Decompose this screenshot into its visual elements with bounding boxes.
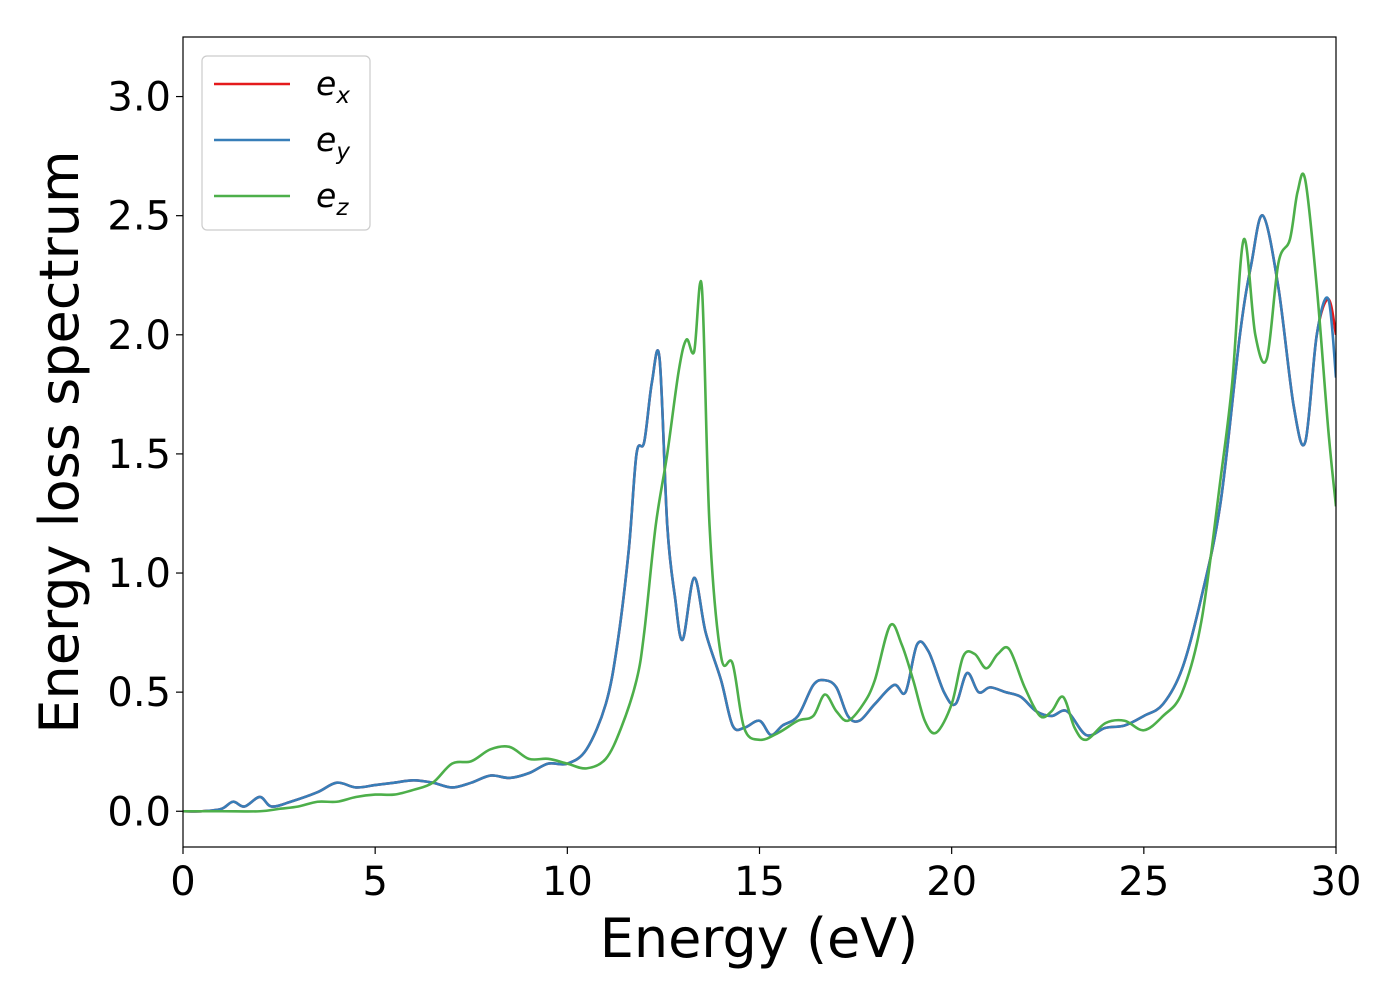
legend-label-subscript: y bbox=[335, 139, 350, 165]
y-tick-label: 1.0 bbox=[107, 551, 171, 597]
legend-label-subscript: z bbox=[335, 195, 349, 221]
x-tick-label: 20 bbox=[926, 859, 977, 905]
y-tick-label: 0.5 bbox=[107, 670, 171, 716]
y-tick-label: 2.5 bbox=[107, 194, 171, 240]
legend-label-y: ey bbox=[316, 120, 350, 165]
plot-area bbox=[183, 37, 1336, 847]
y-axis-label: Energy loss spectrum bbox=[28, 150, 91, 733]
y-axis-ticks: 0.0 0.5 1.0 1.5 2.0 2.5 3.0 bbox=[107, 75, 183, 835]
legend-label-base: e bbox=[316, 176, 336, 215]
legend-label-base: e bbox=[316, 120, 336, 159]
y-tick-label: 2.0 bbox=[107, 313, 171, 359]
y-tick-label: 3.0 bbox=[107, 75, 171, 121]
y-tick-label: 1.5 bbox=[107, 432, 171, 478]
legend-frame bbox=[201, 55, 371, 231]
legend-label-x: ex bbox=[316, 64, 350, 109]
legend-label-z: ez bbox=[316, 176, 349, 221]
x-tick-label: 25 bbox=[1118, 859, 1169, 905]
series-line-z bbox=[183, 172, 1336, 813]
legend-label-base: e bbox=[316, 64, 336, 103]
legend-label-subscript: x bbox=[335, 83, 350, 109]
y-tick-label: 0.0 bbox=[107, 789, 171, 835]
x-tick-label: 10 bbox=[542, 859, 593, 905]
x-tick-label: 15 bbox=[734, 859, 785, 905]
x-tick-label: 5 bbox=[362, 859, 387, 905]
x-axis-label: Energy (eV) bbox=[600, 907, 919, 970]
x-axis-ticks: 0 5 10 15 20 25 30 bbox=[170, 847, 1361, 905]
series-layer bbox=[183, 172, 1336, 813]
x-tick-label: 0 bbox=[170, 859, 195, 905]
x-tick-label: 30 bbox=[1311, 859, 1362, 905]
